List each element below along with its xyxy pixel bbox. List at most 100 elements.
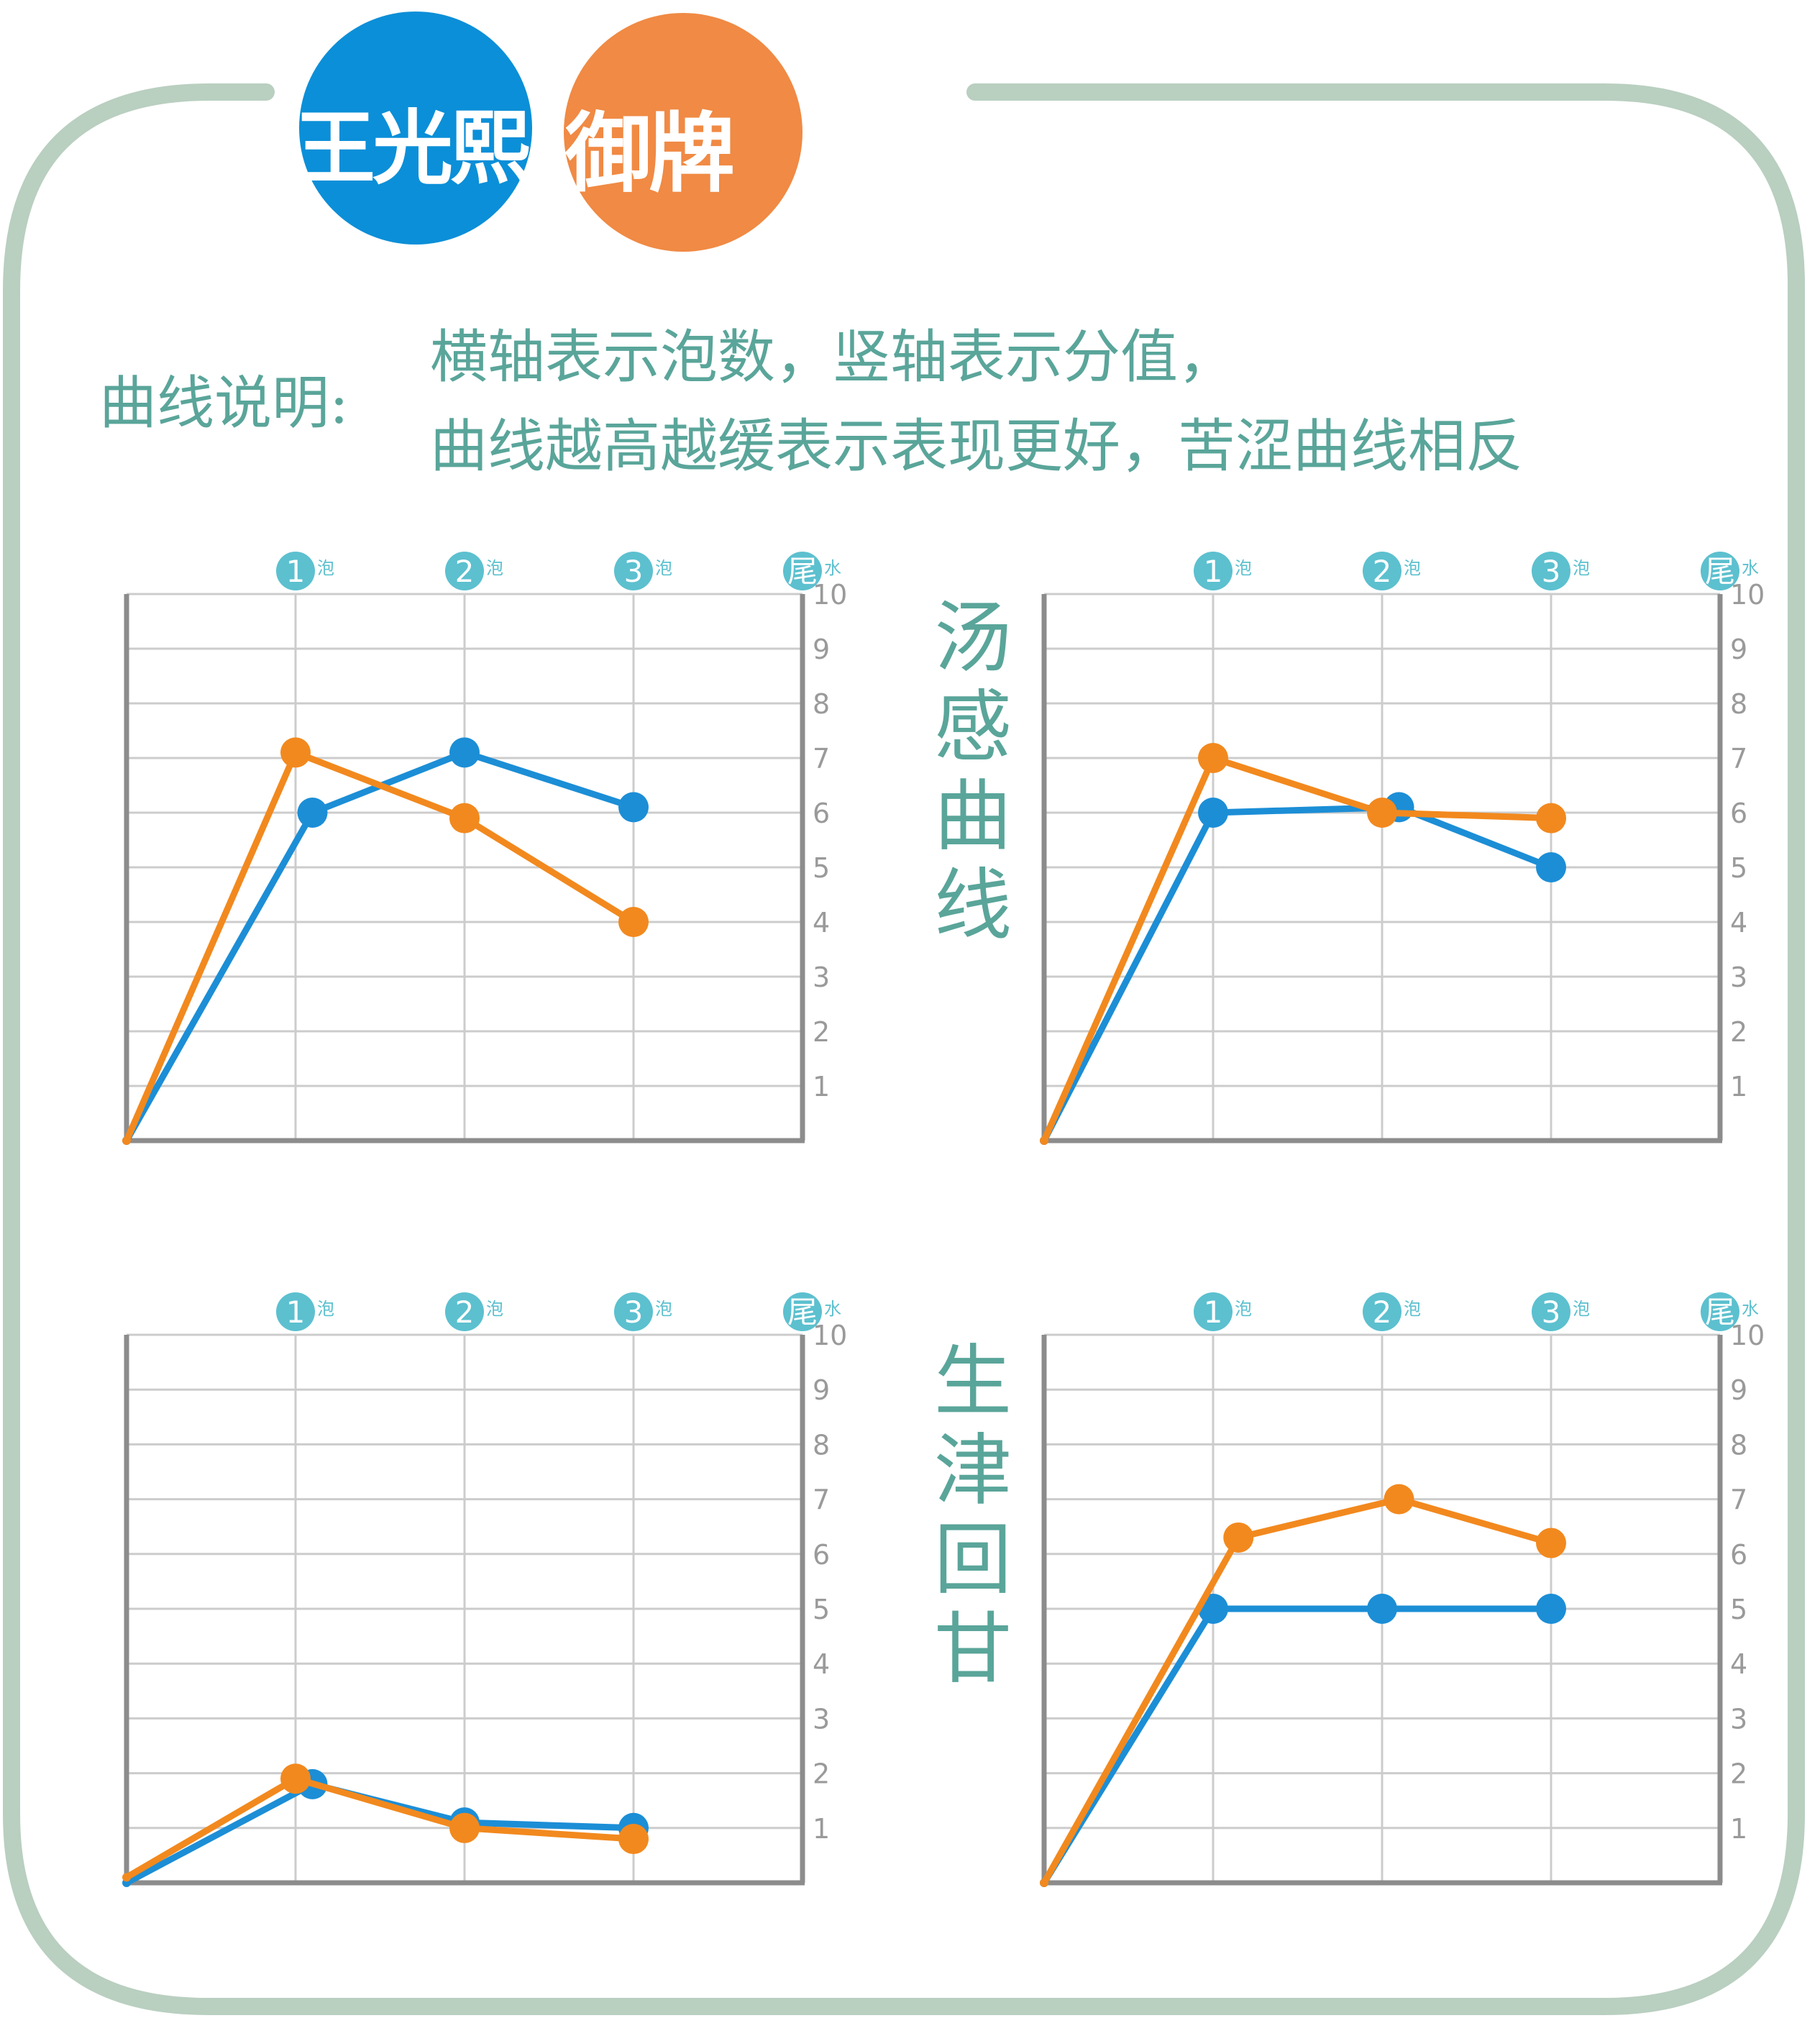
note-line-2: 曲线越高越缓表示表现更好，苦涩曲线相反 [430, 413, 1523, 480]
chart-2-ytick-label: 2 [813, 1758, 830, 1790]
chart-1-series-blue-line [1041, 803, 1553, 1143]
chart-0-series-blue-point [297, 798, 328, 828]
chart-3-pour-badge-num: 1 [1204, 1295, 1223, 1330]
chart-2-ytick-label: 9 [813, 1374, 830, 1406]
chart-3-pour-badge-suffix: 水 [1742, 1299, 1759, 1319]
chart-0-series-orange-point [449, 803, 480, 834]
chart-3-series-orange-point [1040, 1878, 1048, 1887]
chart-0-pour-badge [276, 552, 315, 590]
brand-name-left: 王光熙 [295, 102, 531, 196]
chart-3-series-orange-point [1384, 1484, 1414, 1515]
chart-3-series-blue-line [1041, 1605, 1551, 1885]
chart-1-pour-badge-suffix: 泡 [1235, 558, 1252, 578]
chart-0-pour-badge-suffix: 水 [824, 558, 841, 578]
chart-1-ytick-label: 2 [1730, 1016, 1747, 1048]
chart-1-series-blue-point [1536, 852, 1566, 882]
chart-1-series-orange-point [1367, 798, 1397, 828]
brand-name-right: 御牌 [565, 104, 735, 204]
chart-0-ytick-label: 3 [813, 962, 830, 993]
chart-0-ytick-label: 2 [813, 1016, 830, 1048]
chart-1-pour-badge-num: 3 [1542, 554, 1561, 589]
chart-1-ytick-label: 5 [1730, 852, 1747, 884]
chart-3-pour-badge-num: 3 [1542, 1295, 1561, 1330]
chart-3-pour-badge [1194, 1292, 1233, 1331]
chart-0-pour-badge [783, 552, 822, 590]
chart-1-series-orange-line [1041, 754, 1552, 1142]
chart-1-pour-badge [1363, 552, 1401, 590]
chart-2-ytick-label: 8 [813, 1429, 830, 1461]
chart-0-ytick-label: 7 [813, 743, 830, 775]
chart-3-pour-badge [1701, 1292, 1739, 1331]
chart-0-pour-badge-suffix: 泡 [655, 558, 672, 578]
chart-3-ytick-label: 9 [1730, 1374, 1747, 1406]
chart-2-ytick-label: 10 [813, 1320, 847, 1351]
chart-2-series-orange-point [280, 1763, 311, 1794]
chart-1-ytick-label: 6 [1730, 798, 1747, 829]
chart-0-ytick-label: 6 [813, 798, 830, 829]
chart-2-ytick-label: 6 [813, 1539, 830, 1571]
chart-1-series-orange-point [1040, 1136, 1048, 1145]
chart-2-pour-badge-suffix: 水 [824, 1299, 841, 1319]
chart-2-pour-badge-num: 尾 [787, 1295, 818, 1330]
chart-0-pour-badge-num: 1 [286, 554, 306, 589]
chart-3-ytick-label: 1 [1730, 1813, 1747, 1845]
chart-1-ytick-label: 10 [1730, 579, 1765, 611]
chart-0-pour-badge-suffix: 泡 [486, 558, 503, 578]
brand-circle-left [299, 12, 532, 245]
chart-2-series-orange-point [449, 1812, 480, 1843]
chart-1-pour-badge-suffix: 泡 [1573, 558, 1590, 578]
chart-3-pour-badge [1363, 1292, 1401, 1331]
side-title-top: 汤感曲线 [933, 593, 1012, 951]
note-label: 曲线说明: [99, 370, 349, 437]
chart-2-ytick-label: 1 [813, 1813, 830, 1845]
chart-2-pour-badge-num: 1 [286, 1295, 306, 1330]
chart-0-ytick-label: 9 [813, 634, 830, 665]
chart-3-ytick-label: 6 [1730, 1539, 1747, 1571]
chart-1-series-orange-point [1536, 803, 1566, 834]
chart-2-ytick-label: 5 [813, 1594, 830, 1625]
chart-1-pour-badge-num: 尾 [1705, 554, 1735, 589]
chart-0-series-blue-point [618, 792, 649, 823]
note-line-1: 横轴表示泡数，竖轴表示分值， [430, 324, 1235, 391]
chart-2-series-orange-point [618, 1824, 649, 1855]
chart-2-pour-badge-suffix: 泡 [317, 1299, 334, 1319]
chart-3-pour-badge-num: 2 [1373, 1295, 1392, 1330]
chart-2-pour-badge-num: 2 [455, 1295, 475, 1330]
chart-1-ytick-label: 4 [1730, 907, 1747, 939]
chart-3-ytick-label: 8 [1730, 1429, 1747, 1461]
chart-0-ytick-label: 5 [813, 852, 830, 884]
chart-3-ytick-label: 10 [1730, 1320, 1765, 1351]
chart-0-pour-badge [445, 552, 484, 590]
chart-0-pour-badge-suffix: 泡 [317, 558, 334, 578]
chart-0-pour-badge-num: 3 [624, 554, 644, 589]
chart-1-ytick-label: 3 [1730, 962, 1747, 993]
chart-1-ytick-label: 7 [1730, 743, 1747, 775]
chart-2-ytick-label: 7 [813, 1484, 830, 1516]
chart-3-series-blue-point [1536, 1594, 1566, 1624]
brand-circle-right [564, 13, 802, 252]
chart-0-pour-badge-num: 2 [455, 554, 475, 589]
chart-3-series-orange-line [1041, 1496, 1553, 1885]
chart-1-pour-badge [1194, 552, 1233, 590]
chart-1-pour-badge-num: 1 [1204, 554, 1223, 589]
chart-3-series-orange-point [1536, 1528, 1566, 1558]
chart-0-series-blue-point [449, 737, 480, 768]
chart-3-pour-badge-suffix: 泡 [1235, 1299, 1252, 1319]
chart-2-series-orange-line [124, 1775, 634, 1881]
chart-1-pour-badge-num: 2 [1373, 554, 1392, 589]
side-title-bottom: 生津回甘 [933, 1337, 1012, 1694]
chart-2-pour-badge [614, 1292, 653, 1331]
chart-1-pour-badge [1701, 552, 1739, 590]
chart-0-series-orange-point [280, 737, 311, 768]
chart-2-series-orange-point [122, 1873, 131, 1882]
chart-3-ytick-label: 4 [1730, 1648, 1747, 1680]
chart-1-ytick-label: 9 [1730, 634, 1747, 665]
chart-2-pour-badge-suffix: 泡 [655, 1299, 672, 1319]
chart-3-pour-badge-num: 尾 [1705, 1295, 1735, 1330]
chart-0-ytick-label: 8 [813, 688, 830, 720]
chart-2-ytick-label: 4 [813, 1648, 830, 1680]
